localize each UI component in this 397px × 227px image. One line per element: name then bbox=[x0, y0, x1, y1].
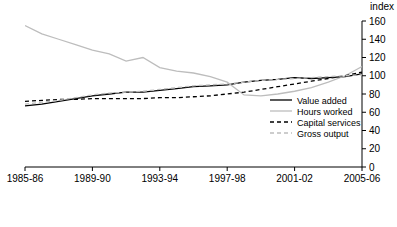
legend-label: Capital services bbox=[297, 118, 361, 128]
x-tick-label: 1985-86 bbox=[7, 173, 44, 184]
y-tick bbox=[362, 75, 366, 76]
legend-swatch bbox=[270, 110, 292, 111]
y-tick bbox=[362, 167, 366, 168]
legend-swatch bbox=[270, 121, 292, 122]
x-tick-label: 2005-06 bbox=[344, 173, 381, 184]
legend-swatch bbox=[270, 99, 292, 100]
y-tick-label: 40 bbox=[369, 125, 381, 136]
y-tick bbox=[362, 21, 366, 22]
y-tick bbox=[362, 112, 366, 113]
y-tick-label: 0 bbox=[369, 162, 375, 173]
x-tick bbox=[227, 167, 228, 171]
y-tick bbox=[362, 148, 366, 149]
x-tick-label: 1997-98 bbox=[209, 173, 246, 184]
x-tick-label: 2001-02 bbox=[276, 173, 313, 184]
legend-swatch bbox=[270, 132, 292, 133]
y-tick-label: 60 bbox=[369, 107, 381, 118]
series-line bbox=[25, 74, 362, 106]
x-tick-label: 1993-94 bbox=[141, 173, 178, 184]
x-axis bbox=[25, 167, 362, 168]
x-tick bbox=[159, 167, 160, 171]
plot-lines bbox=[25, 26, 362, 106]
legend-label: Gross output bbox=[297, 129, 349, 139]
x-tick bbox=[25, 167, 26, 171]
x-tick bbox=[92, 167, 93, 171]
x-tick bbox=[362, 167, 363, 171]
x-tick bbox=[294, 167, 295, 171]
y-tick bbox=[362, 130, 366, 131]
y-tick bbox=[362, 39, 366, 40]
chart: 0 20 40 60 80 100 120 140 160 index 1985-86 1989-90… bbox=[0, 0, 397, 227]
y-tick-label: 100 bbox=[369, 70, 386, 81]
y-tick bbox=[362, 94, 366, 95]
y-tick bbox=[362, 57, 366, 58]
legend-label: Hours worked bbox=[297, 107, 353, 117]
y-tick-label: 120 bbox=[369, 52, 386, 63]
y-axis-label: index bbox=[370, 1, 394, 12]
y-tick-label: 80 bbox=[369, 89, 381, 100]
y-tick-label: 160 bbox=[369, 16, 386, 27]
y-tick-label: 140 bbox=[369, 34, 386, 45]
y-tick-label: 20 bbox=[369, 143, 381, 154]
legend-label: Value added bbox=[297, 96, 347, 106]
x-tick-label: 1989-90 bbox=[74, 173, 111, 184]
